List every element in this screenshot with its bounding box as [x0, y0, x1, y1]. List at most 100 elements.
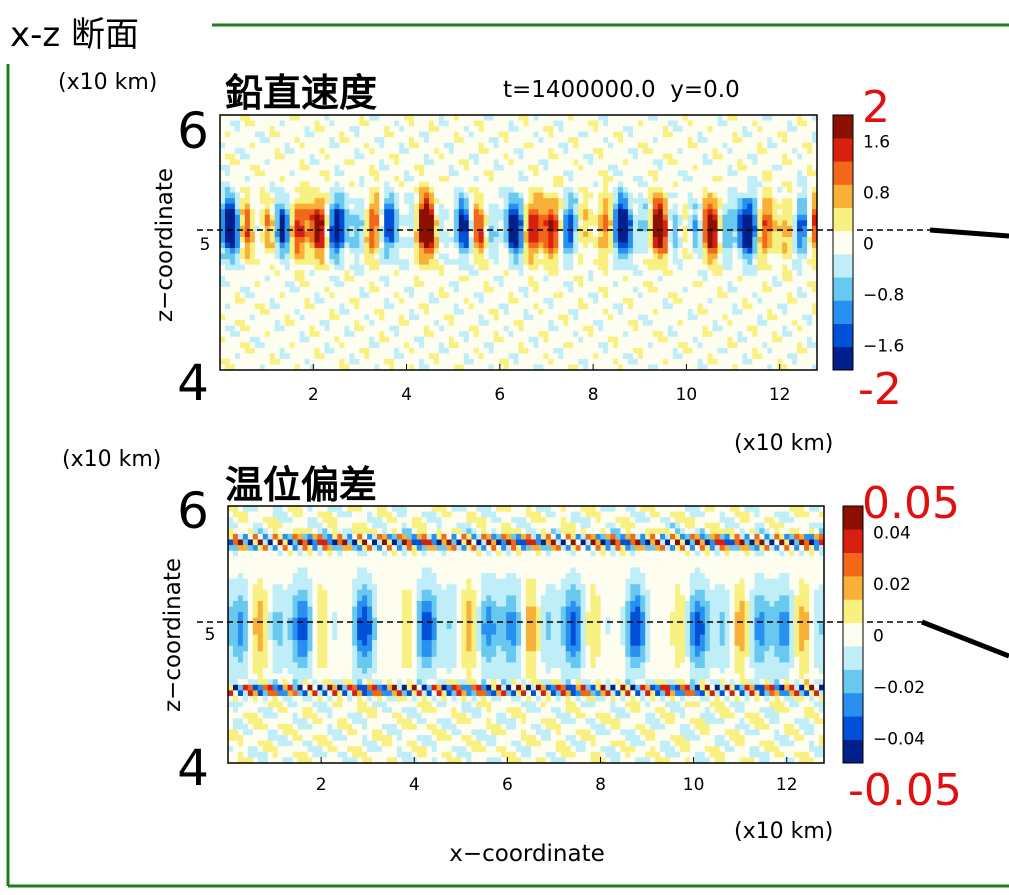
heatmap-cell: [354, 187, 359, 193]
heatmap-cell: [364, 309, 369, 315]
heatmap-cell: [344, 231, 349, 237]
heatmap-cell: [732, 198, 737, 204]
heatmap-cell: [787, 287, 792, 293]
heatmap-cell: [399, 248, 404, 254]
heatmap-cell: [290, 209, 295, 215]
heatmap-cell: [777, 303, 782, 309]
heatmap-cell: [374, 176, 379, 182]
heatmap-cell: [324, 259, 329, 265]
heatmap-cell: [742, 126, 747, 132]
heatmap-cell: [673, 248, 678, 254]
heatmap-cell: [528, 237, 533, 243]
heatmap-cell: [255, 292, 260, 298]
heatmap-cell: [593, 243, 598, 249]
heatmap-cell: [722, 220, 727, 226]
heatmap-cell: [708, 254, 713, 260]
heatmap-cell: [419, 170, 424, 176]
heatmap-cell: [653, 215, 658, 221]
heatmap-cell: [519, 265, 524, 271]
heatmap-cell: [732, 182, 737, 188]
heatmap-cell: [762, 259, 767, 265]
heatmap-cell: [429, 287, 434, 293]
heatmap-cell: [260, 303, 265, 309]
heatmap-cell: [563, 137, 568, 143]
heatmap-cell: [742, 154, 747, 160]
heatmap-cell: [688, 243, 693, 249]
heatmap-cell: [499, 281, 504, 287]
heatmap-cell: [300, 154, 305, 160]
heatmap-cell: [379, 204, 384, 210]
heatmap-cell: [220, 159, 225, 165]
heatmap-cell: [344, 137, 349, 143]
heatmap-cell: [722, 259, 727, 265]
heatmap-cell: [623, 281, 628, 287]
heatmap-cell: [772, 248, 777, 254]
heatmap-cell: [698, 165, 703, 171]
heatmap-cell: [623, 298, 628, 304]
heatmap-cell: [643, 198, 648, 204]
heatmap-cell: [509, 303, 514, 309]
heatmap-cell: [613, 243, 618, 249]
heatmap-cell: [329, 143, 334, 149]
heatmap-cell: [354, 315, 359, 321]
heatmap-cell: [230, 165, 235, 171]
heatmap-cell: [708, 176, 713, 182]
heatmap-cell: [519, 176, 524, 182]
heatmap-cell: [583, 215, 588, 221]
heatmap-cell: [230, 337, 235, 343]
heatmap-cell: [280, 193, 285, 199]
heatmap-cell: [578, 121, 583, 127]
heatmap-cell: [708, 170, 713, 176]
heatmap-cell: [787, 187, 792, 193]
heatmap-cell: [504, 254, 509, 260]
heatmap-cell: [484, 154, 489, 160]
heatmap-cell: [528, 187, 533, 193]
heatmap-cell: [593, 143, 598, 149]
heatmap-cell: [737, 132, 742, 138]
heatmap-cell: [280, 143, 285, 149]
heatmap-cell: [469, 303, 474, 309]
heatmap-cell: [698, 254, 703, 260]
heatmap-cell: [369, 292, 374, 298]
heatmap-cell: [782, 220, 787, 226]
heatmap-cell: [638, 243, 643, 249]
heatmap-cell: [802, 132, 807, 138]
heatmap-cell: [459, 115, 464, 121]
heatmap-cell: [394, 193, 399, 199]
heatmap-cell: [548, 337, 553, 343]
heatmap-cell: [583, 331, 588, 337]
heatmap-cell: [349, 259, 354, 265]
heatmap-cell: [504, 270, 509, 276]
heatmap-cell: [260, 298, 265, 304]
heatmap-cell: [285, 215, 290, 221]
heatmap-cell: [290, 254, 295, 260]
heatmap-cell: [404, 337, 409, 343]
heatmap-cell: [718, 137, 723, 143]
heatmap-cell: [285, 287, 290, 293]
heatmap-cell: [220, 281, 225, 287]
heatmap-cell: [698, 148, 703, 154]
heatmap-cell: [359, 143, 364, 149]
heatmap-cell: [220, 121, 225, 127]
heatmap-cell: [628, 337, 633, 343]
heatmap-cell: [767, 159, 772, 165]
heatmap-cell: [772, 220, 777, 226]
heatmap-cell: [688, 270, 693, 276]
heatmap-cell: [658, 243, 663, 249]
heatmap-cell: [638, 154, 643, 160]
heatmap-cell: [663, 276, 668, 282]
heatmap-cell: [290, 204, 295, 210]
heatmap-cell: [339, 287, 344, 293]
heatmap-cell: [235, 148, 240, 154]
heatmap-cell: [409, 126, 414, 132]
heatmap-cell: [688, 276, 693, 282]
heatmap-cell: [250, 331, 255, 337]
heatmap-cell: [767, 303, 772, 309]
heatmap-cell: [698, 215, 703, 221]
heatmap-cell: [419, 292, 424, 298]
heatmap-cell: [295, 259, 300, 265]
heatmap-cell: [444, 187, 449, 193]
heatmap-cell: [523, 292, 528, 298]
heatmap-cell: [280, 132, 285, 138]
heatmap-cell: [782, 298, 787, 304]
